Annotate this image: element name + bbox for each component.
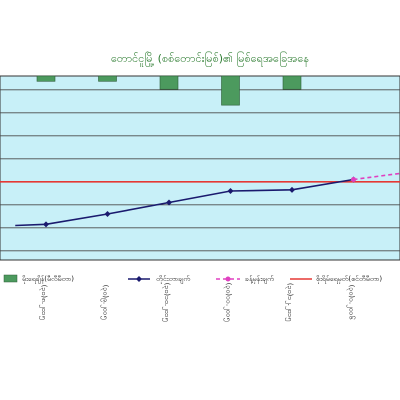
legend-label-measured: တိုင်းတာချက်: [156, 275, 191, 284]
forecast-line: [351, 172, 400, 182]
rain-bar: [98, 75, 117, 82]
rain-bar: [36, 75, 56, 82]
measured-point: [43, 221, 49, 228]
rainfall-bars: [36, 75, 302, 106]
legend: မိုးရေချိန်(မီလီမီတာ) တိုင်းတာချက် ခန့်မှန…: [3, 274, 382, 284]
measured-point: [104, 211, 111, 217]
x-tick-label: (၃၀)၁၂.၂၀၁၅: [285, 283, 294, 321]
measured-point: [227, 188, 234, 194]
measured-point: [166, 199, 172, 206]
x-tick-label: (၃၀)၉.၂၀၁၅: [101, 285, 110, 320]
legend-label-forecast: ခန့်မှန်းချက်: [245, 275, 274, 284]
rain-bar: [159, 75, 179, 90]
rain-bar: [282, 75, 302, 90]
chart-title: တောင်ငူမြို့ (စစ်တောင်းမြစ်)၏ မြစ်ရေအခြေ…: [111, 51, 309, 67]
legend-marker-measured: [136, 276, 142, 282]
x-tick-label: (၃၀)၁၁.၂၀၁၅: [224, 283, 233, 322]
legend-label-rainfall: မိုးရေချိန်(မီလီမီတာ): [22, 275, 74, 284]
forecast-point: [351, 177, 356, 182]
legend-swatch-rainfall: [3, 274, 18, 283]
x-tick-label: (၃၀)၈.၂၀၁၅: [39, 285, 48, 320]
plot-area: [0, 75, 400, 261]
gridlines: [0, 89, 400, 252]
legend-label-warning: စိုးရိမ်ရေမှတ်(စင်တီမီတာ): [316, 275, 382, 284]
x-tick-label: (၃၀)၁၀.၂၀၁၅: [162, 283, 171, 322]
forecast-series-line: [353, 172, 400, 181]
measured-point: [289, 186, 295, 193]
x-axis-tick-labels: (၃၀)၈.၂၀၁၅ (၃၀)၉.၂၀၁၅ (၃၀)၁၀.၂၀၁၅ (၃၀)၁၁.၂၀…: [39, 283, 356, 322]
rain-bar: [221, 75, 240, 106]
legend-marker-forecast: [225, 276, 231, 282]
x-tick-label: (၃၀)၁.၂၀၁၆: [347, 285, 356, 320]
